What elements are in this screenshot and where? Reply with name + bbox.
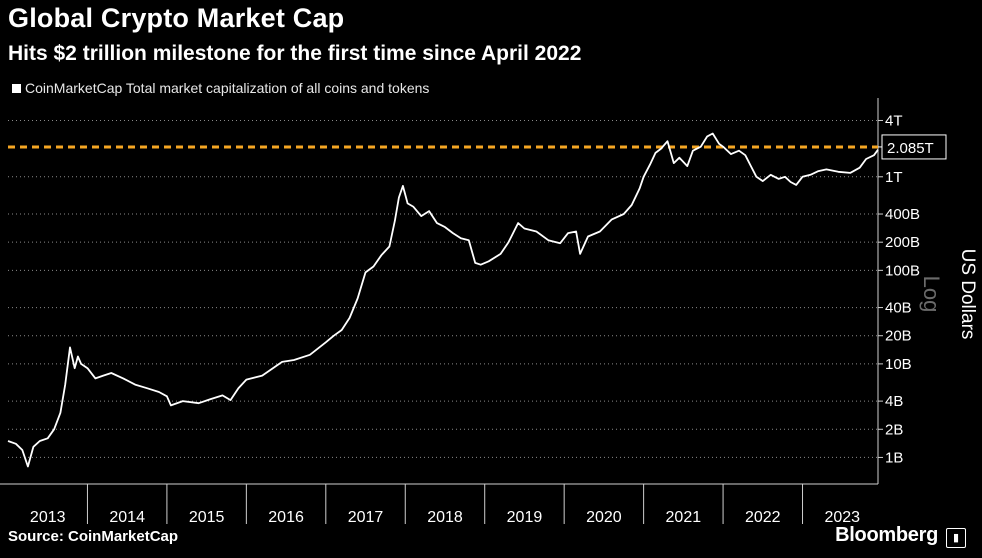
x-tick-label: 2019 (507, 509, 543, 526)
y-tick-label: 1B (885, 449, 903, 466)
series-group (7, 132, 879, 468)
gridlines (8, 119, 878, 458)
bloomberg-logo: Bloomberg (835, 524, 938, 546)
x-tick-label: 2021 (666, 509, 702, 526)
x-tick-label: 2013 (30, 509, 66, 526)
x-tick-label: 2022 (745, 509, 781, 526)
x-tick-label: 2015 (189, 509, 225, 526)
x-tick-label: 2014 (109, 509, 145, 526)
y-tick-label: 20B (885, 328, 912, 345)
y-tick-label: 200B (885, 234, 920, 251)
y-tick-label: 4T (885, 112, 903, 129)
reference-line-group: 2.085T (8, 134, 947, 160)
chart-legend: CoinMarketCap Total market capitalizatio… (12, 80, 429, 96)
axes (0, 98, 883, 524)
x-tick-label: 2016 (268, 509, 304, 526)
x-tick-label: 2017 (348, 509, 384, 526)
y-tick-label: 100B (885, 262, 920, 279)
y-tick-label: 10B (885, 356, 912, 373)
y-tick-label: 2B (885, 421, 903, 438)
y-axis-title: US Dollars (957, 249, 978, 340)
chart-subtitle: Hits $2 trillion milestone for the first… (8, 42, 582, 65)
legend-label: CoinMarketCap Total market capitalizatio… (25, 80, 430, 96)
chart-title: Global Crypto Market Cap (8, 3, 345, 33)
legend-swatch (12, 83, 21, 93)
y-tick-label: 4B (885, 393, 903, 410)
y-tick-label: 400B (885, 206, 920, 223)
y-tick-label: 40B (885, 300, 912, 317)
x-tick-label: 2018 (427, 509, 463, 526)
axis-labels: 4T 1T 400B 200B 100B 40B 20B 10B 4B 2B 1B 2013 2014 2… (30, 112, 978, 526)
x-tick-label: 2023 (824, 509, 860, 526)
x-tick-label: 2020 (586, 509, 622, 526)
y-tick-label: 1T (885, 169, 903, 186)
series-line-total-market-cap (7, 132, 879, 468)
reference-label: 2.085T (887, 140, 934, 157)
bloomberg-mark-icon: ▮ (946, 528, 966, 548)
reference-label-box (881, 134, 947, 160)
source-note: Source: CoinMarketCap (8, 528, 179, 545)
y-scale-label: Log (919, 276, 944, 313)
